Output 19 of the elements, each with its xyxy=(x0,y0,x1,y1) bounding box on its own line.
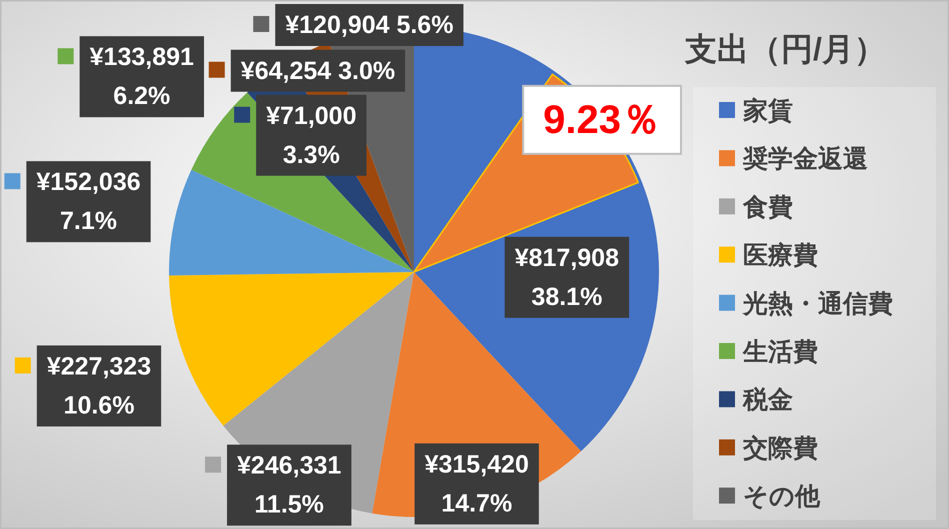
legend-label: 家賃 xyxy=(742,97,793,125)
legend-label: 奨学金返還 xyxy=(742,145,868,174)
legend-label: 交際費 xyxy=(742,434,818,462)
data-label: ¥120,904 5.6% xyxy=(285,11,454,40)
data-label: ¥152,036 7.1% xyxy=(36,168,141,236)
data-label: ¥817,908 38.1% xyxy=(514,244,620,311)
legend-label: 食費 xyxy=(742,193,793,222)
data-label: ¥315,420 14.7% xyxy=(424,450,529,518)
data-label: ¥227,323 10.6% xyxy=(46,352,152,420)
legend-label: 生活費 xyxy=(742,338,818,366)
data-label: ¥64,254 3.0% xyxy=(240,56,396,85)
data-label: ¥133,891 6.2% xyxy=(90,43,194,110)
data-label: ¥71,000 3.3% xyxy=(266,102,356,169)
legend-label: 医療費 xyxy=(743,242,818,270)
data-label: 9.23％ xyxy=(543,98,661,142)
title: 支出（円/月） xyxy=(685,31,886,67)
data-label: ¥246,331 11.5% xyxy=(237,452,342,519)
legend-label: その他 xyxy=(743,482,821,511)
legend-label: 税金 xyxy=(742,386,793,414)
